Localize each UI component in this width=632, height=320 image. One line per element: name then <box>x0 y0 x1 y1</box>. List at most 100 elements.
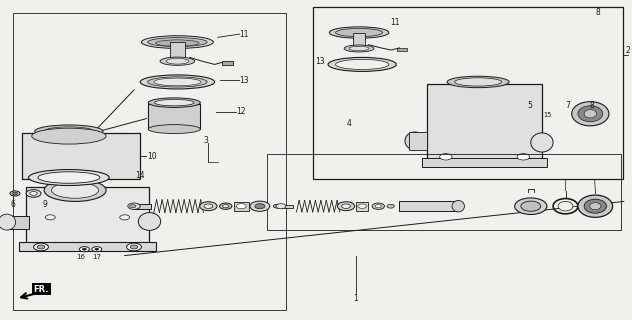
Text: 4: 4 <box>346 119 351 128</box>
Bar <box>22 133 140 179</box>
Bar <box>356 202 368 211</box>
Circle shape <box>358 204 367 208</box>
Ellipse shape <box>578 195 612 217</box>
Ellipse shape <box>166 58 188 64</box>
Circle shape <box>219 203 232 209</box>
Bar <box>427 84 542 160</box>
Bar <box>170 42 185 60</box>
Ellipse shape <box>149 124 200 133</box>
Ellipse shape <box>160 57 195 65</box>
Bar <box>20 242 155 251</box>
Ellipse shape <box>154 78 201 86</box>
Circle shape <box>517 154 530 160</box>
Circle shape <box>13 192 18 195</box>
Circle shape <box>95 248 99 250</box>
Ellipse shape <box>32 128 106 144</box>
Ellipse shape <box>52 182 99 198</box>
Text: 9: 9 <box>42 200 47 209</box>
Circle shape <box>250 201 270 211</box>
Circle shape <box>83 248 86 250</box>
Ellipse shape <box>138 212 161 230</box>
Bar <box>409 132 427 150</box>
Text: 12: 12 <box>236 107 246 116</box>
Circle shape <box>130 245 138 249</box>
Ellipse shape <box>44 179 106 201</box>
Ellipse shape <box>28 170 109 186</box>
Text: 13: 13 <box>240 76 249 85</box>
Bar <box>398 48 407 51</box>
Circle shape <box>255 204 265 209</box>
Text: 17: 17 <box>92 254 102 260</box>
Ellipse shape <box>344 45 374 52</box>
Circle shape <box>37 245 45 249</box>
Text: 6: 6 <box>10 200 15 209</box>
Circle shape <box>80 247 89 252</box>
Circle shape <box>387 204 394 208</box>
Ellipse shape <box>154 100 194 106</box>
Text: 16: 16 <box>76 254 85 260</box>
Text: 8: 8 <box>590 101 595 110</box>
Circle shape <box>375 204 381 208</box>
Ellipse shape <box>584 109 597 118</box>
Ellipse shape <box>349 46 369 51</box>
Circle shape <box>92 247 102 252</box>
Bar <box>281 204 293 208</box>
Ellipse shape <box>454 78 502 86</box>
Ellipse shape <box>35 125 103 138</box>
Bar <box>422 158 547 167</box>
Circle shape <box>342 204 350 208</box>
Ellipse shape <box>328 57 396 71</box>
Circle shape <box>126 243 142 251</box>
Circle shape <box>30 192 37 196</box>
Circle shape <box>204 204 213 208</box>
Ellipse shape <box>336 59 389 69</box>
Ellipse shape <box>558 201 573 211</box>
Ellipse shape <box>0 214 16 230</box>
Circle shape <box>200 202 217 211</box>
Text: 11: 11 <box>240 30 249 39</box>
Text: 7: 7 <box>566 101 571 110</box>
Ellipse shape <box>447 76 509 88</box>
Text: 1: 1 <box>353 294 358 303</box>
Bar <box>313 7 623 179</box>
Circle shape <box>130 204 136 208</box>
Bar <box>13 13 286 310</box>
Circle shape <box>33 243 49 251</box>
Bar <box>234 202 249 211</box>
Ellipse shape <box>148 38 207 47</box>
Circle shape <box>26 190 41 197</box>
Bar <box>149 104 200 129</box>
Ellipse shape <box>572 102 609 126</box>
Bar <box>7 216 28 228</box>
Text: 14: 14 <box>135 172 145 180</box>
Circle shape <box>514 198 547 214</box>
Circle shape <box>128 203 140 209</box>
Bar <box>353 33 365 48</box>
Bar <box>267 154 621 230</box>
Bar <box>134 204 151 209</box>
Circle shape <box>337 202 355 211</box>
Text: 3: 3 <box>204 136 209 145</box>
Text: 11: 11 <box>390 19 399 28</box>
Circle shape <box>119 215 130 220</box>
Text: 5: 5 <box>528 101 533 110</box>
Circle shape <box>236 204 246 209</box>
Circle shape <box>372 203 384 209</box>
Circle shape <box>274 204 281 208</box>
Ellipse shape <box>578 106 603 122</box>
Bar <box>399 201 458 211</box>
Ellipse shape <box>590 203 601 210</box>
Ellipse shape <box>149 98 200 108</box>
Bar <box>25 187 150 244</box>
Ellipse shape <box>329 27 389 38</box>
Ellipse shape <box>405 132 425 150</box>
Text: 13: 13 <box>315 57 325 66</box>
Circle shape <box>222 204 229 208</box>
Circle shape <box>46 215 55 220</box>
Ellipse shape <box>452 200 465 212</box>
Ellipse shape <box>44 127 94 136</box>
Ellipse shape <box>140 75 215 89</box>
Ellipse shape <box>148 77 207 87</box>
Text: 15: 15 <box>543 112 552 118</box>
Circle shape <box>521 201 541 211</box>
